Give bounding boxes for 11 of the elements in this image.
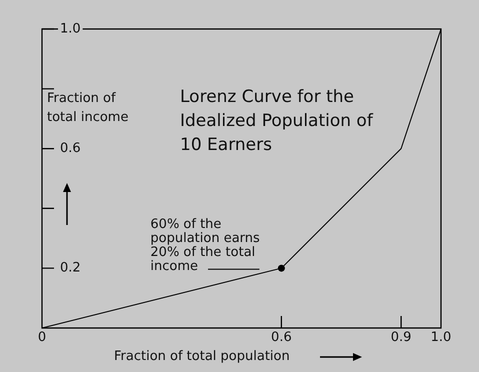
x-axis-title: Fraction of total population — [114, 348, 290, 364]
y-tick-label: 0.2 — [60, 260, 81, 276]
x-tick-label: 0 — [38, 330, 46, 346]
y-axis-title: Fraction of total income — [47, 90, 128, 125]
y-tick-label: 1.0 — [60, 21, 81, 36]
x-tick-label: 0.9 — [390, 330, 412, 346]
x-tick-label: 0.6 — [271, 330, 292, 346]
text: Lorenz Curve for the Idealized Population of 10 Earners — [180, 86, 374, 155]
annotation: 60% of the population earns 20% of the total income — [150, 217, 260, 274]
y-tick-label: 0.6 — [60, 140, 81, 156]
x-tick-label: 1.0 — [430, 330, 452, 346]
